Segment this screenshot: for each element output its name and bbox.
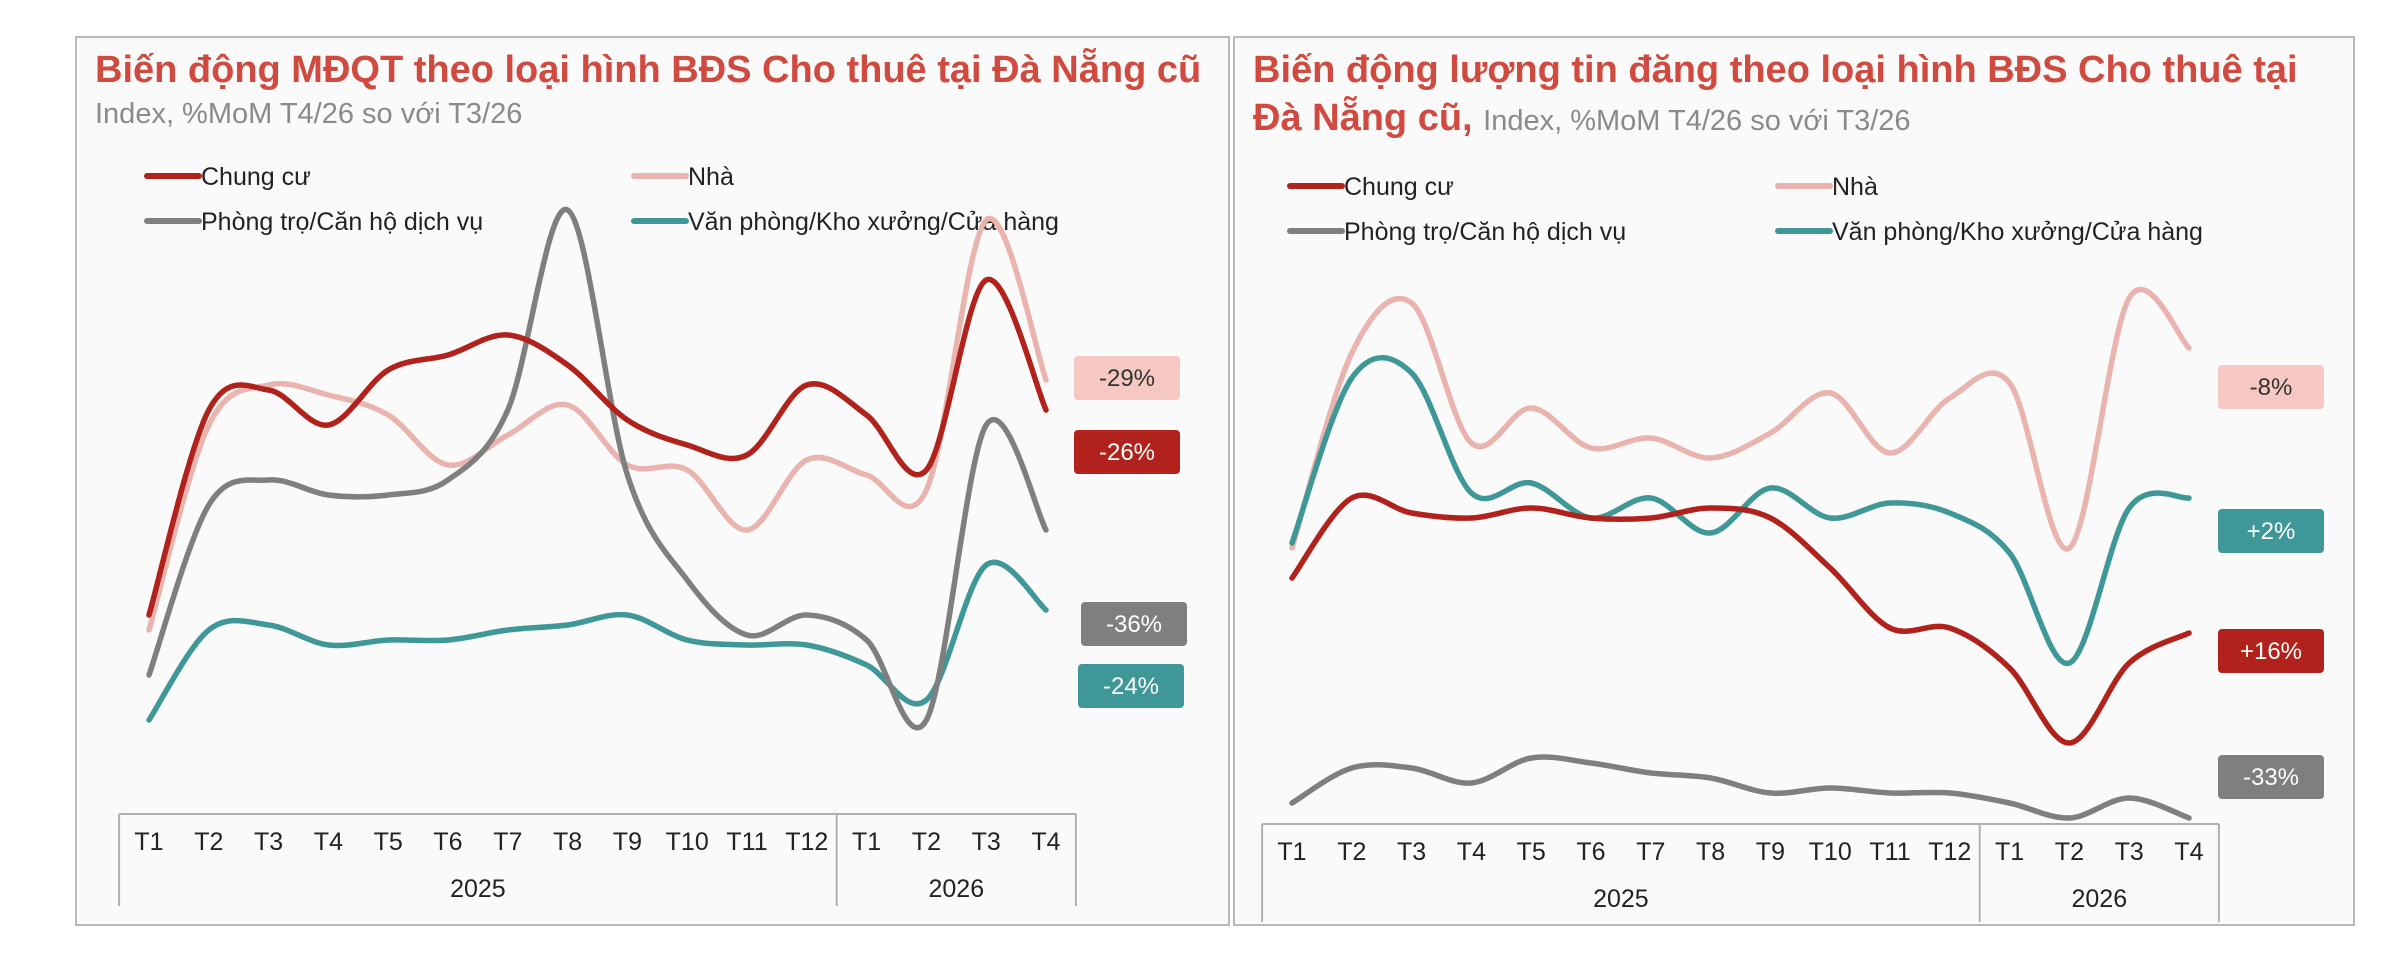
series-line-nha: [146, 215, 1049, 633]
legend-label: Nhà: [688, 163, 734, 191]
year-label: 2026: [2071, 885, 2127, 913]
line-chart-right: Chung cư Nhà Phòng trọ/Căn hộ dịch vụ Văn p…: [1261, 173, 2324, 922]
x-tick-label: T7: [493, 828, 522, 856]
x-tick-label: T5: [1517, 838, 1546, 866]
x-tick-label: T1: [1995, 838, 2024, 866]
chart-title-text: Biến động lượng tin đăng theo loại hình …: [1253, 49, 2298, 139]
badge-phong_tro: -36%: [1081, 602, 1187, 646]
badge-phong_tro: -33%: [2218, 755, 2324, 799]
data-label: -29%: [1099, 365, 1155, 392]
chart-title: Biến động MĐQT theo loại hình BĐS Cho th…: [95, 49, 1202, 91]
x-tick-label: T8: [553, 828, 582, 856]
data-label: -33%: [2243, 764, 2299, 791]
year-label: 2025: [450, 875, 506, 903]
x-tick-label: T1: [134, 828, 163, 856]
badge-box: [1074, 356, 1180, 400]
x-tick-label: T2: [1337, 838, 1366, 866]
chart-subtitle: Index, %MoM T4/26 so với T3/26: [1483, 105, 1911, 137]
x-tick-label: T1: [852, 828, 881, 856]
x-tick-label: T11: [1869, 838, 1910, 866]
badge-box: [2218, 755, 2324, 799]
legend-label: Văn phòng/Kho xưởng/Cửa hàng: [1832, 218, 2203, 246]
badge-box: [1078, 664, 1184, 708]
data-label: -26%: [1099, 439, 1155, 466]
legend-item: Nhà: [1775, 173, 1878, 201]
badge-van_phong: +2%: [2218, 509, 2324, 553]
legend-item: Nhà: [631, 163, 734, 191]
badge-van_phong: -24%: [1078, 664, 1184, 708]
year-label: 2026: [928, 875, 984, 903]
chart-panel-right: Biến động lượng tin đăng theo loại hình …: [1233, 36, 2355, 926]
legend-label: Phòng trọ/Căn hộ dịch vụ: [201, 208, 483, 236]
legend-item: Phòng trọ/Căn hộ dịch vụ: [144, 208, 483, 236]
x-tick-label: T6: [1576, 838, 1605, 866]
legend-label: Nhà: [1832, 173, 1878, 201]
x-tick-label: T4: [2174, 838, 2203, 866]
x-axis: 2025 2026 T1 T2 T3 T4 T5 T6 T7 T8 T9 T10 T11 T12 T1 T2 T…: [1261, 823, 2220, 922]
badge-chung_cu: +16%: [2218, 629, 2324, 673]
legend-item: Chung cư: [1287, 173, 1454, 201]
x-tick-label: T9: [613, 828, 642, 856]
x-tick-label: T12: [785, 828, 828, 856]
x-tick-label: T3: [1397, 838, 1426, 866]
data-label: -36%: [1106, 611, 1162, 638]
x-tick-label: T6: [433, 828, 462, 856]
badge-box: [2218, 629, 2324, 673]
series-line-phong_tro: [146, 207, 1049, 731]
data-label: -24%: [1103, 673, 1159, 700]
x-tick-label: T2: [2055, 838, 2084, 866]
badge-box: [2218, 365, 2324, 409]
series-line-chung_cu: [146, 277, 1049, 618]
badge-box: [1074, 430, 1180, 474]
x-tick-label: T3: [972, 828, 1001, 856]
x-axis: 2025 2026 T1 T2 T3 T4 T5 T6 T7 T8 T9 T10 T11 T12 T1 T2 T…: [118, 813, 1077, 906]
chart-title: Biến động lượng tin đăng theo loại hình …: [1253, 46, 2333, 145]
x-tick-label: T3: [254, 828, 283, 856]
legend-item: Văn phòng/Kho xưởng/Cửa hàng: [1775, 218, 2203, 246]
badge-chung_cu: -26%: [1074, 430, 1180, 474]
x-tick-label: T11: [726, 828, 767, 856]
x-tick-label: T4: [1457, 838, 1486, 866]
legend-label: Chung cư: [1344, 173, 1454, 201]
legend-label: Chung cư: [201, 163, 311, 191]
data-label: +16%: [2240, 638, 2302, 665]
legend-label: Phòng trọ/Căn hộ dịch vụ: [1344, 218, 1626, 246]
x-tick-label: T10: [666, 828, 709, 856]
x-tick-label: T4: [314, 828, 343, 856]
series-line-phong_tro: [1289, 754, 2192, 821]
chart-subtitle: Index, %MoM T4/26 so với T3/26: [95, 98, 523, 130]
x-tick-label: T2: [194, 828, 223, 856]
badge-nha: -8%: [2218, 365, 2324, 409]
badge-box: [2218, 509, 2324, 553]
series-line-chung_cu: [1289, 492, 2192, 746]
legend-item: Phòng trọ/Căn hộ dịch vụ: [1287, 218, 1626, 246]
chart-panel-left: Biến động MĐQT theo loại hình BĐS Cho th…: [75, 36, 1230, 926]
x-tick-label: T7: [1636, 838, 1665, 866]
badge-box: [1081, 602, 1187, 646]
x-tick-label: T10: [1809, 838, 1852, 866]
badge-nha: -29%: [1074, 356, 1180, 400]
series-line-van_phong: [146, 559, 1049, 723]
x-tick-label: T5: [374, 828, 403, 856]
x-tick-label: T8: [1696, 838, 1725, 866]
x-tick-label: T9: [1756, 838, 1785, 866]
x-tick-label: T1: [1277, 838, 1306, 866]
series-line-nha: [1289, 286, 2192, 552]
data-label: -8%: [2250, 374, 2293, 401]
x-tick-label: T12: [1928, 838, 1971, 866]
legend-item: Chung cư: [144, 163, 311, 191]
x-tick-label: T2: [912, 828, 941, 856]
x-tick-label: T4: [1031, 828, 1060, 856]
data-label: +2%: [2247, 518, 2296, 545]
x-tick-label: T3: [2115, 838, 2144, 866]
series-line-van_phong: [1289, 354, 2192, 666]
year-label: 2025: [1593, 885, 1649, 913]
